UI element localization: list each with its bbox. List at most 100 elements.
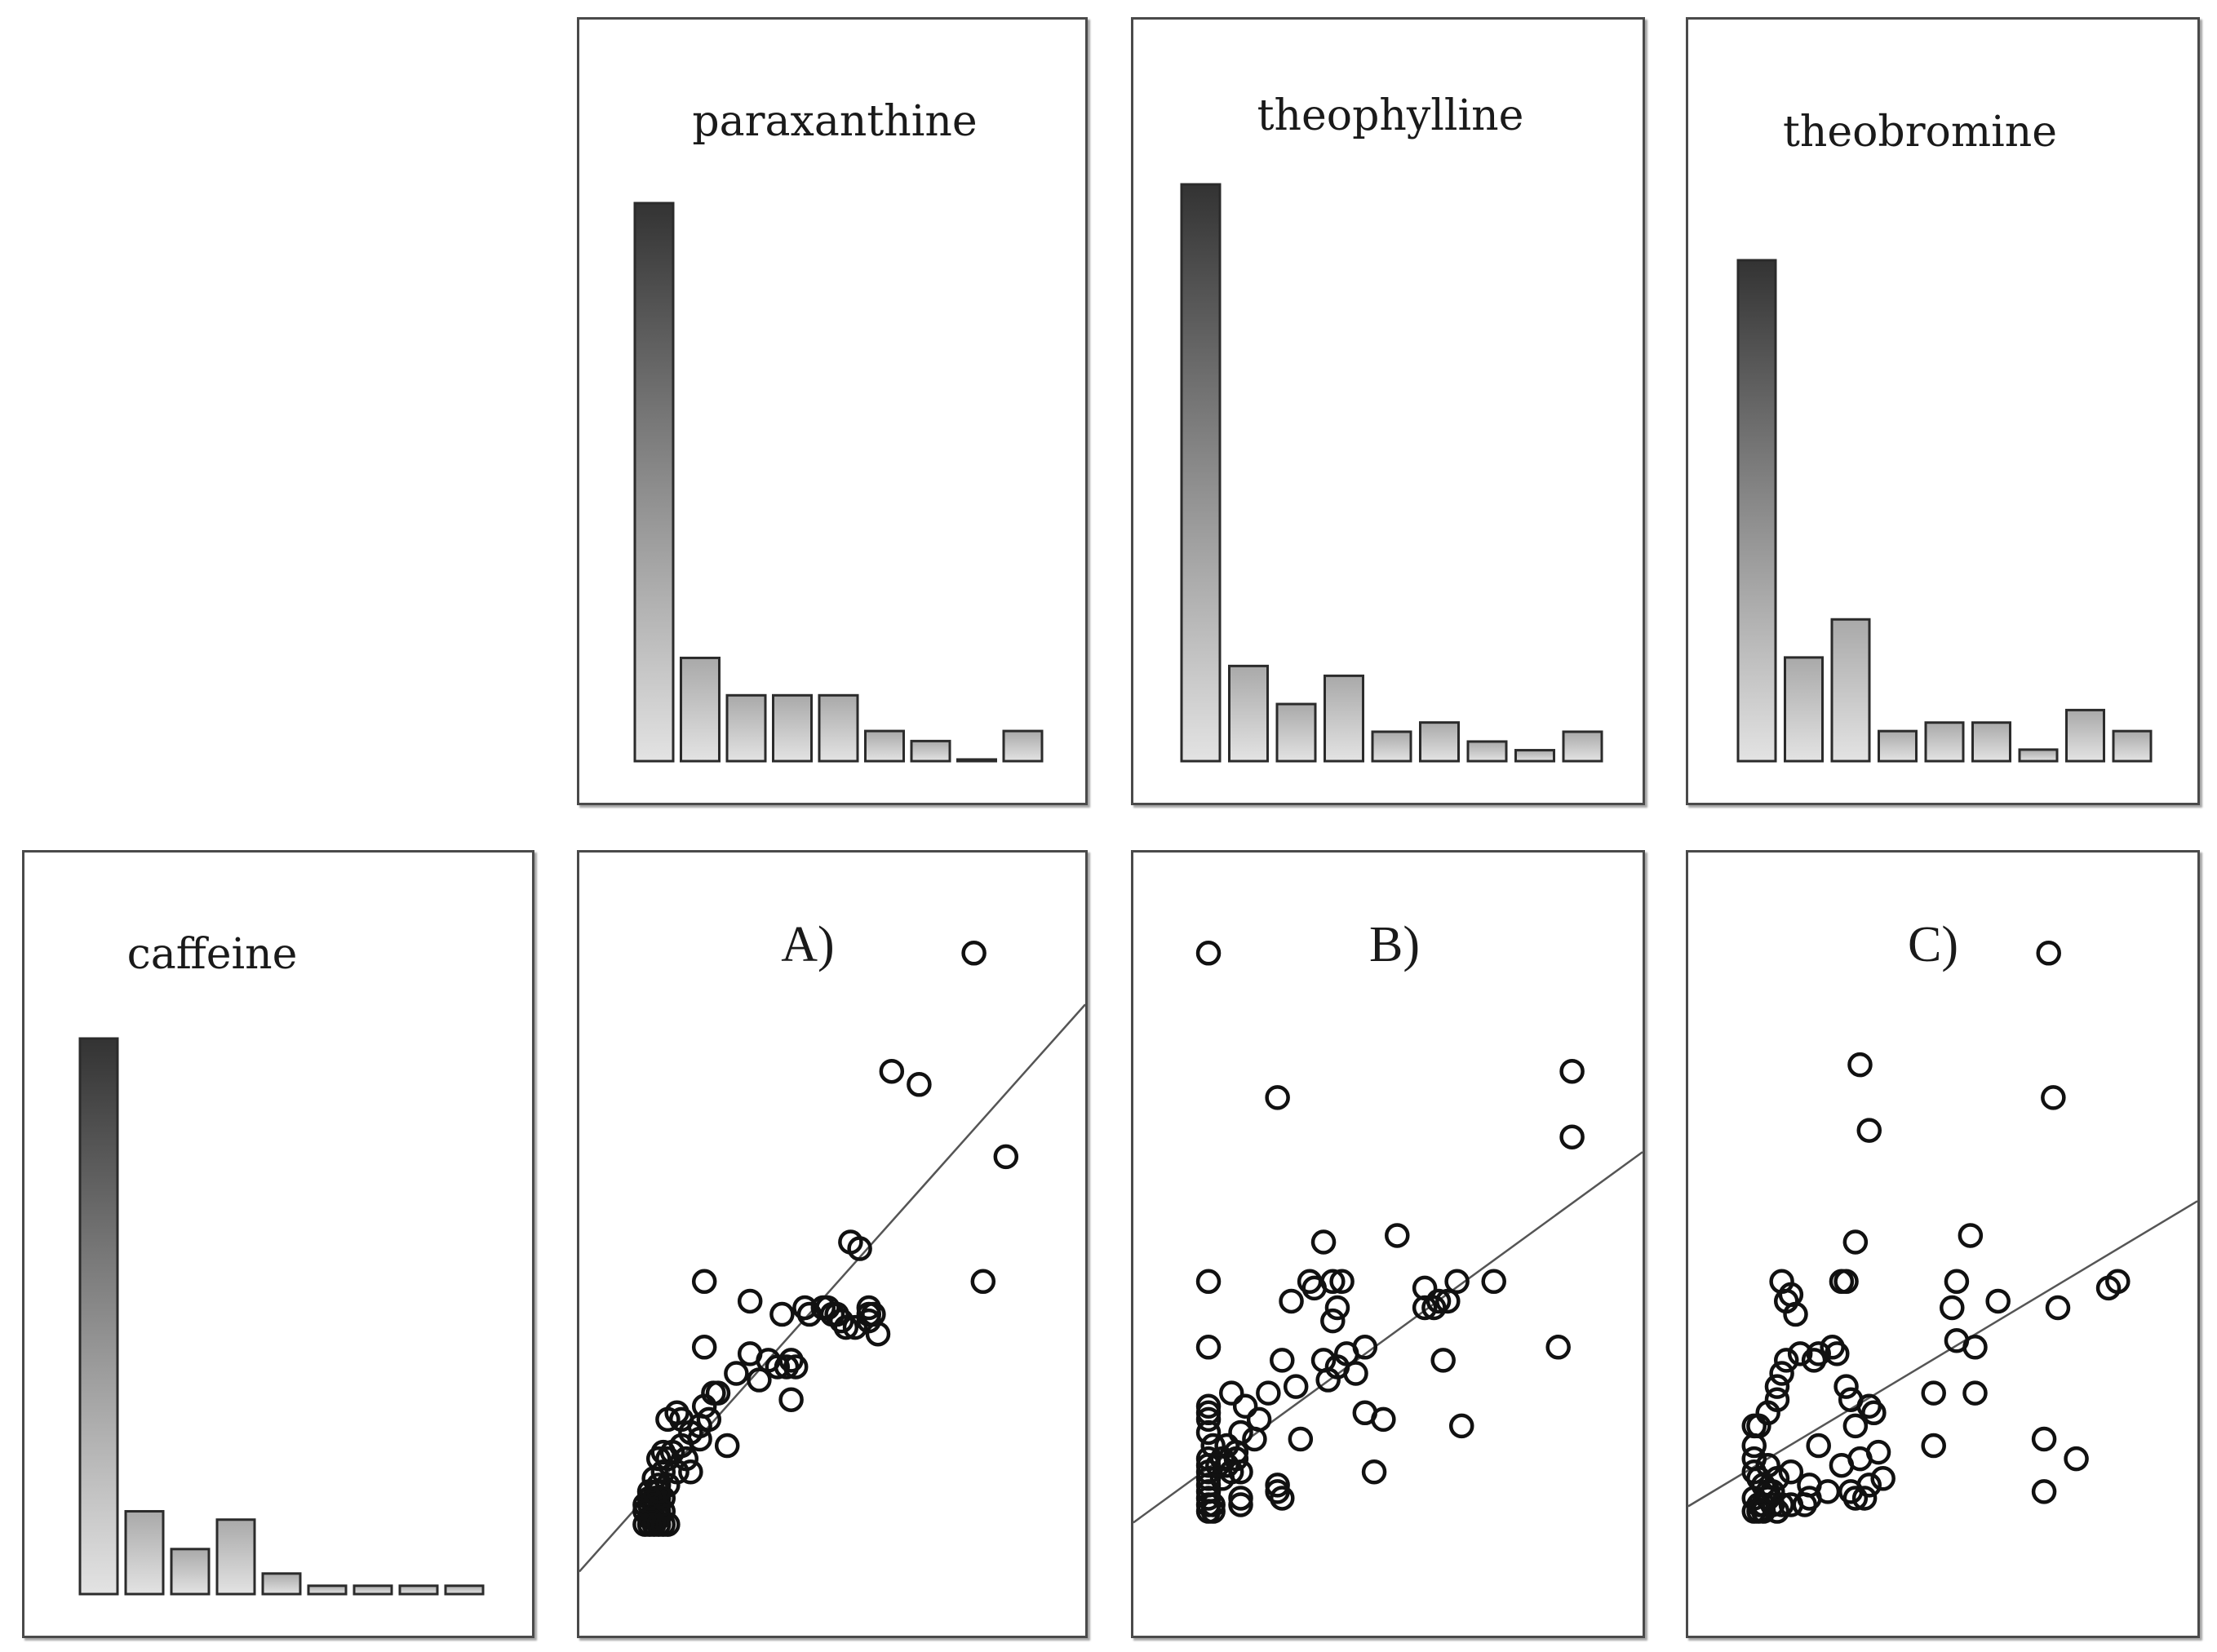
scatter-point bbox=[705, 1380, 731, 1406]
scatter-point bbox=[1792, 1492, 1818, 1517]
histogram-bar bbox=[1466, 740, 1508, 763]
scatter-point bbox=[1195, 1393, 1222, 1419]
scatter-point bbox=[778, 1348, 804, 1373]
scatter-point bbox=[1320, 1308, 1346, 1334]
scatter-point bbox=[1265, 1085, 1290, 1110]
histogram-bar bbox=[1275, 702, 1317, 763]
scatter-point bbox=[1778, 1459, 1804, 1485]
scatter-point bbox=[1559, 1058, 1585, 1084]
scatter-panel-c: C) bbox=[1686, 850, 2200, 1638]
scatter-point bbox=[1256, 1380, 1281, 1406]
scatter-point bbox=[1279, 1288, 1304, 1314]
scatter-point bbox=[1195, 1419, 1222, 1446]
histogram-bar bbox=[2065, 708, 2105, 763]
scatter-point bbox=[847, 1236, 872, 1261]
scatter-point bbox=[1315, 1367, 1341, 1393]
histogram-bar bbox=[725, 693, 767, 763]
histogram-bar bbox=[1784, 656, 1824, 763]
scatter-point bbox=[1773, 1348, 1799, 1373]
scatter-label-c: C) bbox=[1908, 917, 1958, 972]
scatter-plot-c bbox=[1687, 941, 2198, 1524]
scatter-point bbox=[2105, 1269, 2131, 1295]
scatter-point bbox=[645, 1479, 672, 1504]
scatter-point bbox=[1444, 1269, 1470, 1295]
histogram-bar bbox=[1830, 618, 1871, 763]
scatter-plot-a bbox=[579, 941, 1086, 1573]
scatter-point bbox=[1270, 1486, 1295, 1511]
histogram-title-theobromine: theobromine bbox=[1782, 108, 2058, 157]
scatter-point bbox=[1962, 1335, 1988, 1360]
scatter-point bbox=[778, 1387, 804, 1412]
scatter-point bbox=[907, 1072, 932, 1097]
histogram-bar bbox=[444, 1584, 485, 1596]
scatter-point bbox=[993, 1144, 1019, 1170]
scatter-point bbox=[1435, 1288, 1461, 1314]
scatter-point bbox=[1448, 1413, 1474, 1439]
scatter-point bbox=[1787, 1341, 1813, 1366]
scatter-point bbox=[2041, 1085, 2066, 1110]
scatter-point bbox=[1228, 1492, 1253, 1517]
scatter-point bbox=[1944, 1269, 1970, 1295]
scatter-point bbox=[747, 1367, 772, 1393]
scatter-point bbox=[1958, 1223, 1984, 1248]
scatter-point bbox=[1921, 1433, 1946, 1459]
scatter-point bbox=[691, 1335, 717, 1360]
scatter-point bbox=[1430, 1348, 1456, 1373]
scatter-point bbox=[678, 1459, 703, 1485]
histogram-panel-caffeine: caffeine bbox=[22, 850, 534, 1638]
histogram-bar bbox=[956, 758, 997, 763]
scatter-point bbox=[1352, 1335, 1378, 1360]
scatter-point bbox=[2036, 941, 2061, 966]
histogram-bar bbox=[2112, 729, 2153, 763]
scatter-point bbox=[1806, 1433, 1831, 1459]
histogram-title-caffeine: caffeine bbox=[126, 930, 298, 979]
histogram-bar bbox=[2018, 748, 2059, 763]
scatter-point bbox=[1764, 1374, 1790, 1399]
scatter-point bbox=[1195, 1406, 1222, 1433]
histogram-bar bbox=[1924, 721, 1965, 763]
histogram-bar bbox=[1371, 730, 1412, 763]
histogram-bar bbox=[633, 202, 675, 763]
histogram-bar bbox=[1324, 674, 1364, 763]
scatter-point bbox=[970, 1269, 996, 1295]
scatter-point bbox=[2045, 1295, 2071, 1321]
scatter-point bbox=[765, 1354, 791, 1380]
histogram-bar bbox=[1562, 730, 1603, 763]
histogram-bar bbox=[261, 1572, 302, 1596]
histogram-bar bbox=[864, 729, 905, 763]
scatter-point bbox=[1820, 1335, 1845, 1360]
histogram-bar bbox=[818, 693, 859, 763]
histogram-plot-theobromine bbox=[1736, 259, 2153, 763]
scatter-point bbox=[724, 1361, 749, 1386]
scatter-label-b: B) bbox=[1369, 917, 1420, 972]
scatter-point bbox=[1218, 1380, 1244, 1406]
scatter-point bbox=[1385, 1223, 1410, 1248]
histogram-bar bbox=[1002, 729, 1044, 763]
scatter-point bbox=[824, 1301, 849, 1327]
scatter-point bbox=[1283, 1374, 1309, 1399]
histogram-bar bbox=[910, 739, 951, 763]
scatter-label-a: A) bbox=[781, 917, 835, 972]
histogram-bar bbox=[353, 1584, 393, 1596]
histogram-title-theophylline: theophylline bbox=[1257, 91, 1524, 140]
scatter-point bbox=[769, 1301, 795, 1327]
histogram-bar bbox=[680, 656, 721, 763]
scatter-point bbox=[1842, 1413, 1869, 1439]
scatter-point bbox=[668, 1433, 694, 1459]
scatter-point bbox=[1421, 1295, 1447, 1321]
scatter-point bbox=[1545, 1335, 1571, 1360]
scatter-point bbox=[879, 1058, 905, 1084]
scatter-point bbox=[1288, 1426, 1314, 1452]
scatter-point bbox=[1195, 941, 1222, 966]
scatter-point bbox=[1760, 1479, 1785, 1504]
histogram-bar bbox=[772, 693, 813, 763]
histogram-bar bbox=[1971, 721, 2011, 763]
histogram-panel-paraxanthine: paraxanthine bbox=[577, 17, 1088, 805]
histogram-plot-caffeine bbox=[78, 1037, 485, 1596]
scatter-point bbox=[1200, 1492, 1226, 1517]
scatter-point bbox=[1833, 1269, 1859, 1295]
scatter-point bbox=[1940, 1295, 1965, 1321]
scatter-point bbox=[1371, 1406, 1396, 1433]
scatter-point bbox=[1265, 1473, 1290, 1498]
scatter-point bbox=[2064, 1446, 2089, 1472]
